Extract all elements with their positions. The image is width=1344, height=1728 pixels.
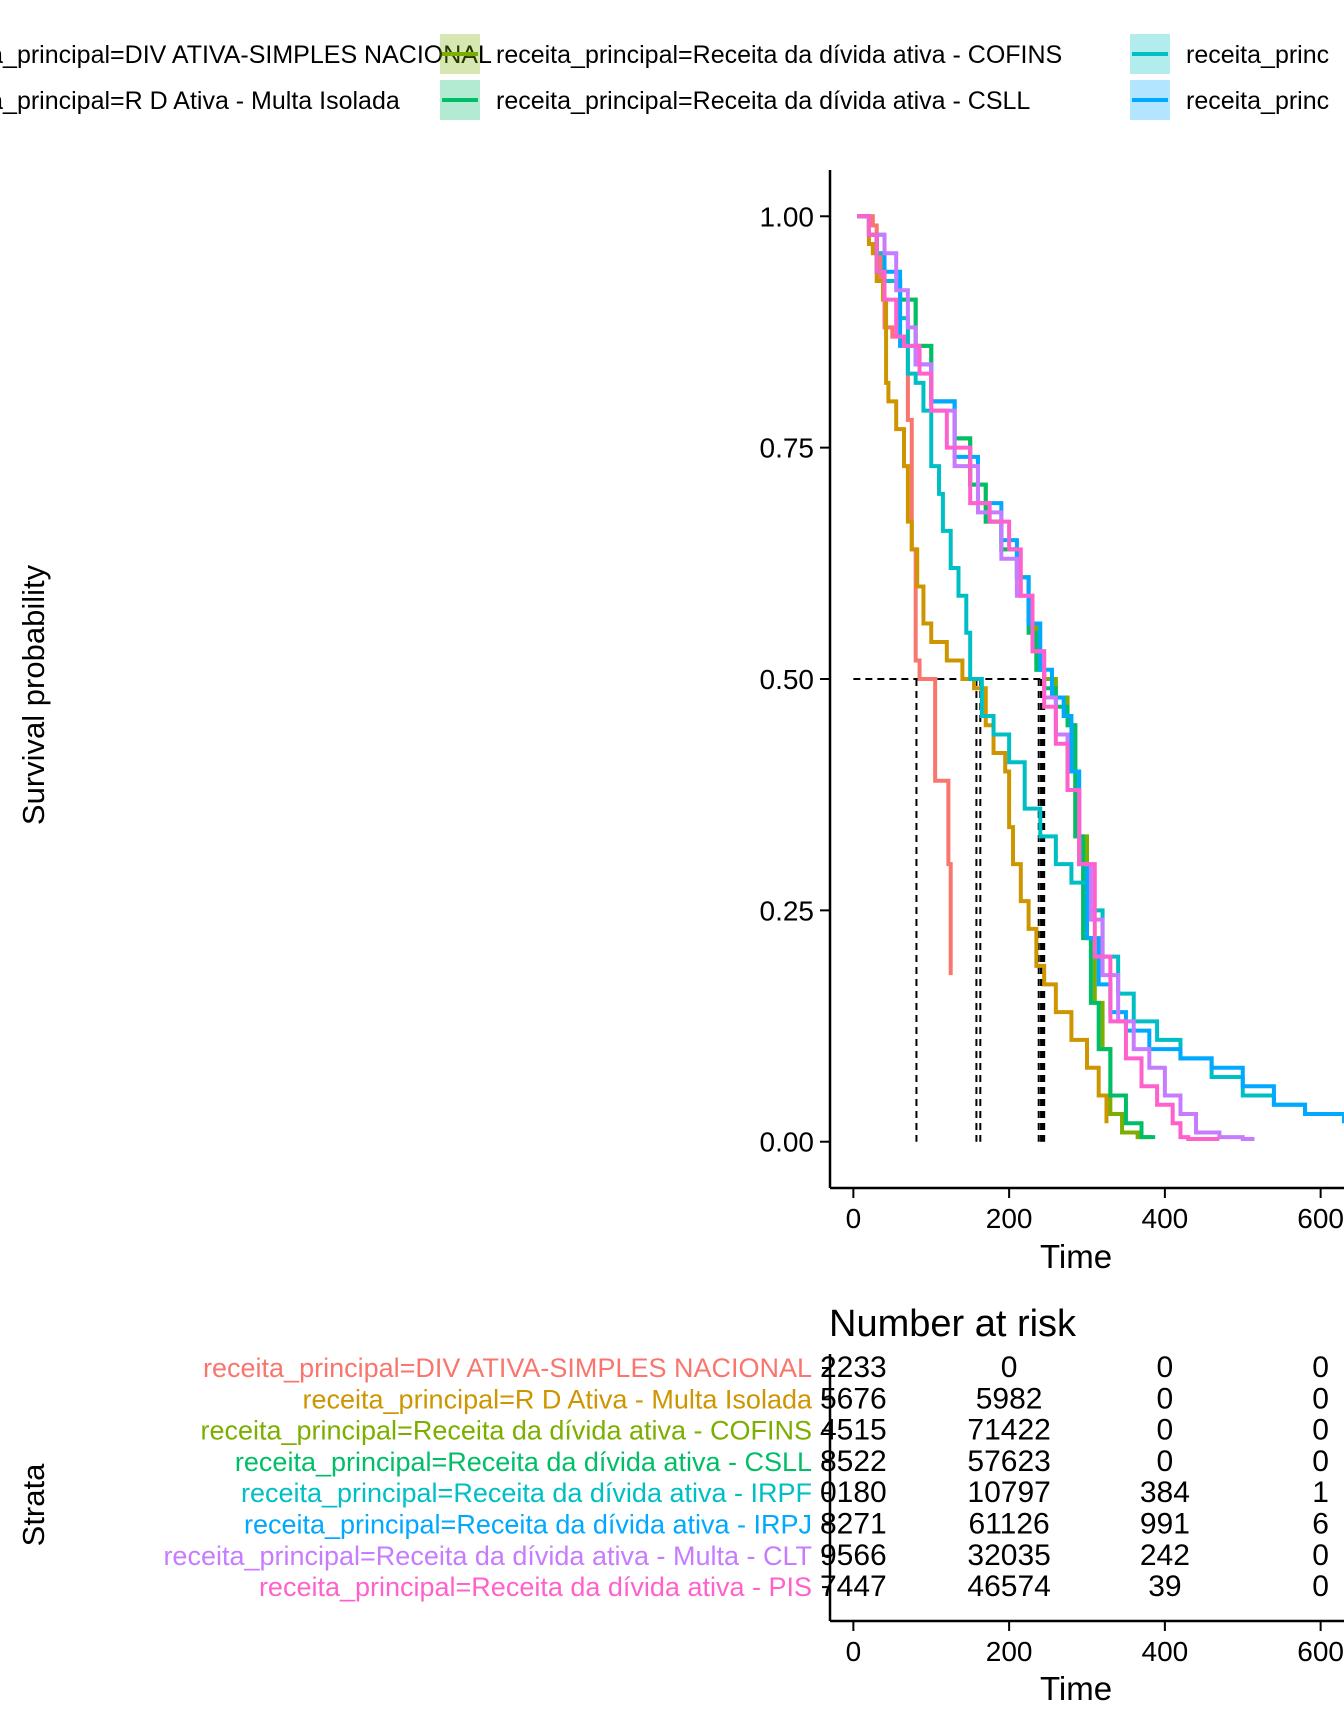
survival-curve [857,214,1109,1124]
legend-item-label: receita_princ [1186,41,1330,69]
series-lines [857,214,1344,1141]
strata-label: receita_principal=Receita da dívida ativ… [235,1447,812,1477]
strata-label: receita_principal=Receita da dívida ativ… [241,1478,812,1508]
risk-table-title: Number at risk [829,1303,1077,1345]
survival-curve [857,214,1152,1140]
risk-count: 0 [1312,1351,1329,1384]
strata-axis-label: Strata [16,1463,51,1546]
risk-count: 991 [1140,1508,1190,1541]
risk-row: receita_principal=Receita da dívida ativ… [163,1539,1329,1572]
x-axis-label: Time [1040,1238,1112,1275]
risk-count: 32035 [967,1539,1050,1572]
strata-label: receita_principal=Receita da dívida ativ… [200,1416,812,1446]
risk-row: receita_principal=Receita da dívida ativ… [259,1570,1329,1603]
legend-key [1130,34,1170,74]
y-axis-label: Survival probability [16,564,51,825]
y-tick-label: 0.00 [760,1127,815,1158]
risk-count: 1 [1312,1476,1329,1509]
x-tick-label: 400 [1142,1203,1189,1234]
risk-row: receita_principal=Receita da dívida ativ… [200,1414,1329,1447]
risk-count: 242 [1140,1539,1190,1572]
risk-count: 10797 [967,1476,1050,1509]
risk-count: 0 [1312,1382,1329,1415]
risk-row: receita_principal=DIV ATIVA-SIMPLES NACI… [203,1351,1329,1384]
strata-label: receita_principal=Receita da dívida ativ… [259,1572,812,1602]
y-tick-label: 0.50 [760,664,815,695]
legend-item-label: receita_princ [1186,87,1330,115]
y-tick-label: 0.75 [760,433,815,464]
legend-item-label: receita_principal=R D Ativa - Multa Isol… [0,87,400,115]
legend-item-label: receita_principal=DIV ATIVA-SIMPLES NACI… [0,41,492,69]
risk-x-tick-label: 400 [1142,1636,1189,1667]
risk-count: 5982 [976,1382,1043,1415]
risk-count: 0 [1312,1539,1329,1572]
survival-curve [857,214,953,976]
legend-key [1130,80,1170,120]
risk-x-axis-label: Time [1040,1670,1112,1707]
legend-key [440,80,480,120]
risk-count: 0 [1001,1351,1018,1384]
risk-count: 61126 [969,1508,1050,1541]
legend-item-label: receita_principal=Receita da dívida ativ… [496,87,1031,115]
x-tick-label: 200 [986,1203,1033,1234]
median-lines [853,678,1046,1142]
risk-row: receita_principal=Receita da dívida ativ… [235,1445,1329,1478]
risk-count: 0 [1312,1445,1329,1478]
risk-row: receita_principal=Receita da dívida ativ… [244,1508,1329,1541]
axes [828,170,1344,1190]
risk-count: 39 [1148,1570,1181,1603]
risk-count: 6 [1312,1508,1329,1541]
risk-x-tick-label: 0 [846,1636,862,1667]
survival-curve [857,214,1220,1141]
y-tick-label: 0.25 [760,895,815,926]
survival-plot: Survival probability Time 0.000.250.500.… [16,170,1344,1275]
y-ticks: 0.00 0.25 0.50 0.75 1.00 [760,201,830,1158]
legend-key [440,34,480,74]
x-ticks: 0 200 400 600 [846,1188,1344,1234]
strata-label: receita_principal=R D Ativa - Multa Isol… [303,1384,813,1414]
risk-row: receita_principal=R D Ativa - Multa Isol… [303,1382,1329,1415]
risk-count: 0 [1157,1445,1174,1478]
strata-label: receita_principal=Receita da dívida ativ… [163,1541,812,1571]
x-tick-label: 0 [846,1203,862,1234]
risk-x-ticks: 0 200 400 600 [846,1621,1344,1667]
risk-row: receita_principal=Receita da dívida ativ… [241,1476,1329,1509]
strata-label: receita_principal=Receita da dívida ativ… [244,1510,812,1540]
legend-item-label: receita_principal=Receita da dívida ativ… [496,41,1063,69]
risk-count: 46574 [967,1570,1050,1603]
risk-axes [828,1354,1344,1623]
risk-count: 71422 [967,1414,1050,1447]
risk-count: 0 [1157,1351,1174,1384]
x-tick-label: 600 [1297,1203,1344,1234]
risk-count: 0 [1157,1414,1174,1447]
strata-label: receita_principal=DIV ATIVA-SIMPLES NACI… [203,1353,812,1383]
risk-count: 0 [1312,1414,1329,1447]
risk-x-tick-label: 200 [986,1636,1033,1667]
legend: receita_principal=DIV ATIVA-SIMPLES NACI… [0,0,1344,150]
risk-x-tick-label: 600 [1297,1636,1344,1667]
survival-curve [857,214,1344,1116]
risk-count: 0 [1312,1570,1329,1603]
risk-table: Number at risk Strata Time receita_princ… [16,1303,1344,1707]
risk-rows: receita_principal=DIV ATIVA-SIMPLES NACI… [163,1351,1329,1603]
risk-count: 57623 [967,1445,1050,1478]
y-tick-label: 1.00 [760,201,815,232]
risk-count: 0 [1157,1382,1174,1415]
risk-count: 384 [1140,1476,1190,1509]
